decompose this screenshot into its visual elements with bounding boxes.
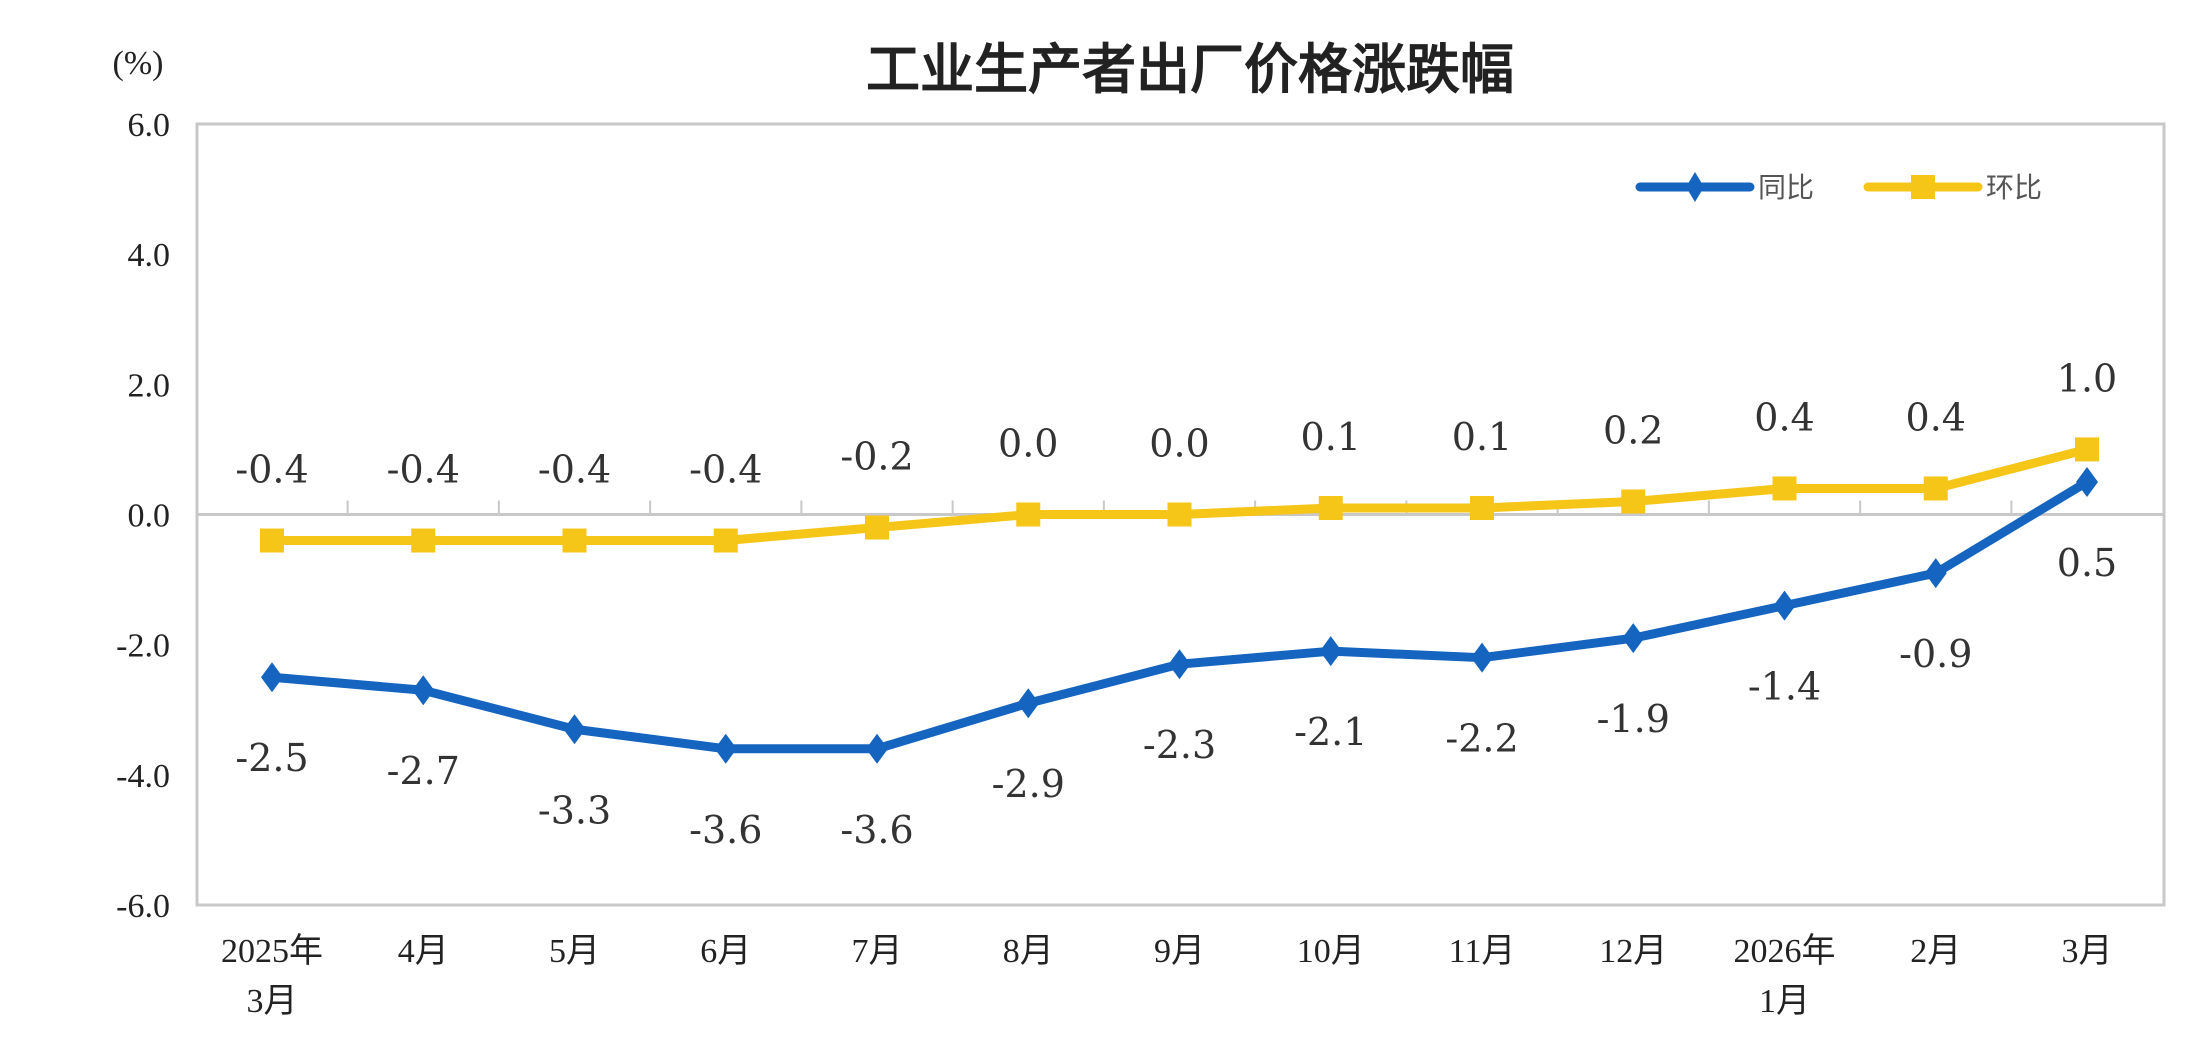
data-point-同比 [866,733,888,764]
data-label-同比: -2.9 [992,762,1065,806]
y-axis-unit-label: (%) [113,45,164,82]
y-tick-label: 6.0 [128,107,171,144]
data-point-同比 [1773,590,1796,621]
legend-label-环比: 环比 [1986,171,2042,204]
y-tick-label: -4.0 [116,758,170,795]
x-tick-label: 8月 [1003,933,1054,970]
data-point-同比 [714,733,737,764]
data-point-环比 [1470,495,1494,520]
data-point-环比 [260,528,284,553]
data-point-同比 [563,714,586,745]
data-label-环比: 0.2 [1603,408,1663,452]
data-label-同比: -2.3 [1143,723,1216,767]
data-label-环比: 0.4 [1754,395,1814,439]
data-point-同比 [1471,642,1493,673]
data-point-同比 [2076,466,2098,497]
data-label-同比: -2.2 [1445,717,1518,761]
data-label-环比: -0.4 [689,448,762,492]
x-tick-label: 10月 [1297,933,1365,970]
x-tick-label: 7月 [852,933,903,970]
data-point-环比 [562,528,587,553]
data-label-同比: -3.3 [538,788,611,832]
y-tick-label: 4.0 [128,237,171,274]
data-point-环比 [865,515,889,540]
legend-marker-环比 [1911,175,1935,199]
x-tick-label: 2月 [1910,933,1961,970]
data-label-环比: 0.4 [1906,395,1966,439]
data-label-同比: -3.6 [840,808,913,852]
data-label-环比: 0.1 [1452,415,1512,459]
chart-title: 工业生产者出厂价格涨跌幅 [866,38,1514,101]
data-point-同比 [1622,623,1645,654]
data-point-环比 [1923,476,1948,501]
data-point-环比 [1621,489,1646,514]
x-tick-label: 2026年 1月 [1734,932,1836,1020]
legend-marker-同比 [1686,172,1704,202]
data-label-环比: 1.0 [2057,356,2117,400]
x-tick-label: 5月 [549,933,600,970]
data-point-环比 [2075,437,2099,462]
data-point-环比 [411,528,436,553]
x-tick-label: 11月 [1449,933,1516,970]
x-tick-label: 6月 [700,933,751,970]
data-point-环比 [713,528,738,553]
data-label-同比: -3.6 [689,808,762,852]
data-label-环比: 0.1 [1301,415,1361,459]
y-tick-label: 0.0 [128,498,171,535]
data-point-环比 [1772,476,1797,501]
data-point-环比 [1016,502,1041,527]
data-point-同比 [412,675,435,706]
x-tick-label: 4月 [398,933,449,970]
x-tick-label: 2025年 3月 [221,932,323,1020]
x-tick-label: 3月 [2062,933,2113,970]
data-label-环比: -0.4 [387,448,460,492]
data-point-同比 [1319,636,1342,667]
data-point-同比 [1017,688,1040,719]
data-label-同比: 0.5 [2057,541,2117,585]
data-label-同比: -2.1 [1294,710,1367,754]
data-label-同比: -1.9 [1597,697,1670,741]
y-tick-label: -6.0 [116,888,170,925]
legend: 同比 环比 [1635,171,2042,204]
y-tick-label: 2.0 [128,367,171,404]
data-label-同比: -1.4 [1748,665,1821,709]
data-point-同比 [1168,649,1191,680]
data-point-同比 [1924,558,1947,589]
y-tick-label: -2.0 [116,628,170,665]
x-tick-label: 12月 [1599,933,1667,970]
data-label-环比: -0.4 [235,448,308,492]
data-label-同比: -2.7 [387,749,460,793]
data-label-同比: -0.9 [1899,632,1972,676]
data-point-环比 [1167,502,1192,527]
data-label-环比: 0.0 [1149,422,1209,466]
data-label-环比: -0.2 [840,435,913,479]
legend-label-同比: 同比 [1758,171,1814,204]
data-point-环比 [1318,495,1343,520]
data-label-同比: -2.5 [235,736,308,780]
x-tick-label: 9月 [1154,933,1205,970]
data-point-同比 [261,662,283,693]
data-label-环比: -0.4 [538,448,611,492]
data-label-环比: 0.0 [998,422,1058,466]
